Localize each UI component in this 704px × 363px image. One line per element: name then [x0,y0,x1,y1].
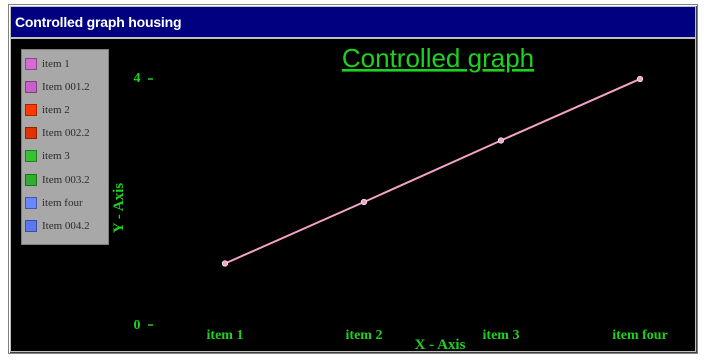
legend-label: Item 001.2 [42,80,90,93]
series-layer [221,75,644,267]
x-tick-label: item four [612,328,668,343]
series-point [221,260,229,267]
legend-swatch [25,103,37,116]
series-point [636,75,644,83]
legend-swatch [25,150,37,163]
x-tick-label: item 3 [483,328,520,343]
legend-item: item 3 [25,145,105,168]
legend-label: Item 002.2 [42,127,90,140]
legend-swatch [25,80,37,93]
legend-label: item 3 [42,150,70,163]
legend-item: item 2 [25,98,105,121]
series-line [224,78,641,265]
legend-label: item 2 [42,103,70,116]
legend-item: Item 002.2 [25,122,105,145]
x-tick-label: item 2 [346,328,383,343]
legend-swatch [25,173,37,186]
legend-swatch [25,219,37,232]
legend-label: item four [42,196,83,209]
graph-client-area: item 1 Item 001.2 item 2 Item 002.2 item… [11,39,695,351]
legend-item: Item 003.2 [25,168,105,191]
y-tick-label-min: 0 [134,318,141,333]
legend-swatch [25,57,37,70]
legend-label: Item 003.2 [42,173,90,186]
window: Controlled graph housing item 1 Item 001… [8,4,698,354]
legend-item: Item 004.2 [25,214,105,237]
chart-title: Controlled graph [342,43,534,73]
legend-item: Item 001.2 [25,75,105,98]
legend-swatch [25,196,37,209]
legend-item: item 1 [25,52,105,75]
window-title: Controlled graph housing [15,14,182,30]
series-point [360,198,368,206]
y-tick-label-max: 4 [134,71,141,86]
legend-label: Item 004.2 [42,219,90,232]
window-titlebar[interactable]: Controlled graph housing [11,7,695,37]
series-point [497,137,505,144]
legend-item: item four [25,191,105,214]
x-axis-label: X - Axis [415,337,466,351]
legend-panel: item 1 Item 001.2 item 2 Item 002.2 item… [21,49,109,245]
legend-label: item 1 [42,57,70,70]
controlled-graph: Controlled graph Y - Axis X - Axis 4 0 i… [111,43,668,351]
y-axis-label: Y - Axis [111,183,127,233]
legend-swatch [25,127,37,140]
x-tick-label: item 1 [207,328,244,343]
